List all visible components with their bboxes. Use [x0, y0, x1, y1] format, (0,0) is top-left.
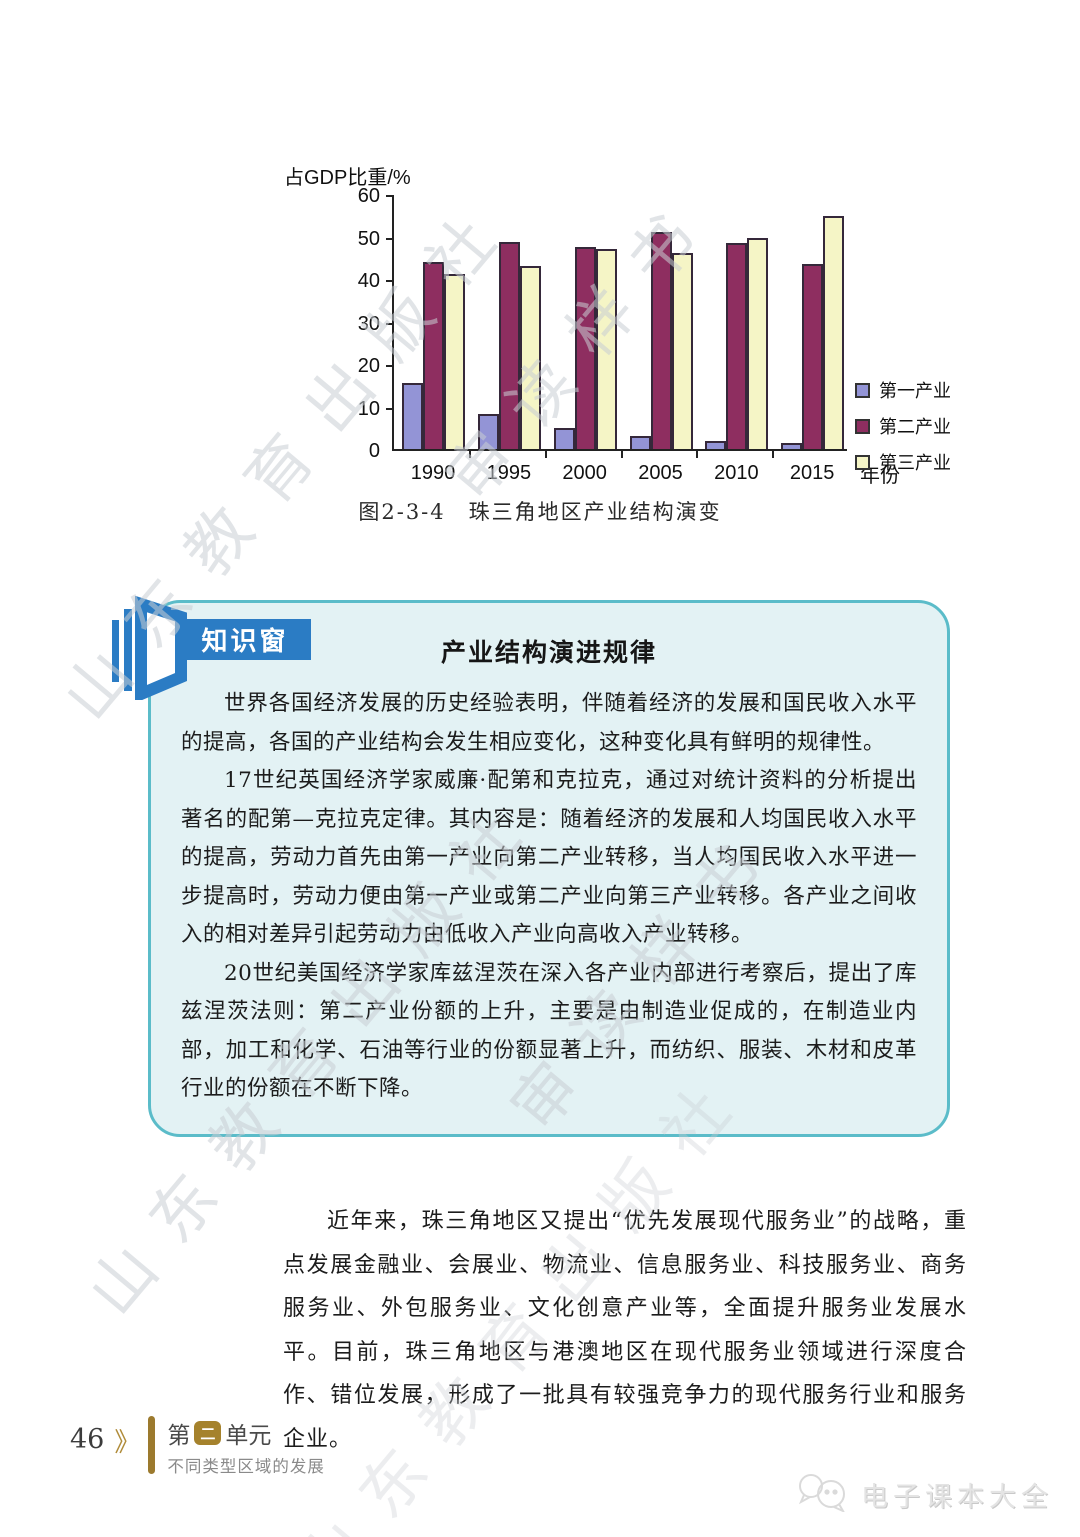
x-axis-tick	[772, 449, 775, 458]
knowledge-window-box: 知识窗 产业结构演进规律 世界各国经济发展的历史经验表明，伴随着经济的发展和国民…	[148, 600, 950, 1137]
x-tick-label: 2010	[714, 462, 759, 484]
bar-第三产业-2015	[823, 215, 845, 449]
y-tick-label: 40	[357, 270, 380, 292]
x-tick-label: 2005	[638, 462, 683, 484]
bar-第一产业-2015	[781, 442, 803, 449]
chevrons-icon: 》	[114, 1427, 140, 1457]
y-axis-tick	[386, 365, 394, 367]
unit-title-block: 第 二 单元 不同类型区域的发展	[167, 1416, 325, 1477]
bar-第二产业-1995	[498, 241, 520, 449]
chart-caption: 图2-3-4 珠三角地区产业结构演变	[358, 500, 722, 524]
x-axis-tick	[696, 449, 699, 458]
bar-第三产业-2005	[671, 252, 693, 449]
y-tick-label: 10	[357, 397, 380, 420]
body-paragraph: 近年来，珠三角地区又提出“优先发展现代服务业”的战略，重点发展金融业、会展业、物…	[283, 1209, 967, 1452]
bar-第三产业-1990	[444, 273, 465, 449]
knowledge-window-badge: 知识窗	[179, 619, 311, 660]
x-tick-label: 1995	[486, 462, 532, 484]
unit-divider-bar	[148, 1416, 156, 1474]
chat-bubbles-icon	[795, 1472, 851, 1517]
bar-第一产业-1990	[402, 383, 423, 449]
x-tick-label: 2015	[789, 462, 835, 484]
x-tick-label: 2000	[562, 462, 607, 484]
legend-item: 第三产业	[855, 449, 951, 475]
knowledge-box-title: 产业结构演进规律	[440, 639, 657, 667]
legend-item: 第一产业	[855, 377, 951, 403]
y-tick-label: 30	[357, 312, 380, 335]
bar-第一产业-2000	[553, 427, 575, 449]
legend-label: 第二产业	[879, 417, 951, 437]
unit-subtitle: 不同类型区域的发展	[167, 1458, 325, 1476]
legend-item: 第二产业	[855, 413, 951, 439]
y-tick-label: 0	[368, 440, 380, 462]
y-axis-tick	[386, 322, 394, 325]
y-tick-label: 50	[357, 227, 380, 250]
unit-suffix: 单元	[225, 1422, 272, 1448]
bar-第二产业-2000	[574, 246, 596, 449]
x-axis-tick	[468, 449, 471, 458]
bar-第三产业-1995	[519, 266, 541, 449]
chart-y-axis-title: 占GDP比重/%	[284, 167, 411, 189]
legend-label: 第三产业	[879, 453, 951, 473]
unit-number-badge: 二	[194, 1421, 222, 1445]
knowledge-paragraph: 17世纪英国经济学家威廉·配第和克拉克，通过对统计资料的分析提出著名的配第—克拉…	[181, 768, 917, 947]
legend-swatch	[855, 454, 870, 470]
legend-swatch	[855, 382, 870, 398]
x-axis-tick	[620, 449, 623, 458]
bar-第二产业-2010	[726, 242, 748, 449]
bar-第一产业-1995	[477, 414, 499, 449]
legend-label: 第一产业	[879, 381, 951, 401]
unit-prefix: 第	[167, 1422, 191, 1448]
y-tick-label: 60	[357, 185, 380, 207]
x-tick-label: 1990	[410, 462, 456, 484]
page-number: 46	[70, 1424, 105, 1455]
brand-watermark-text: 电子课本大全	[861, 1482, 1053, 1513]
knowledge-paragraph: 世界各国经济发展的历史经验表明，伴随着经济的发展和国民收入水平的提高，各国的产业…	[181, 691, 917, 755]
bar-第三产业-2010	[747, 238, 769, 449]
bar-第一产业-2010	[705, 440, 727, 449]
unit-title: 第 二 单元	[167, 1416, 325, 1450]
y-axis-tick	[386, 280, 394, 282]
bar-第一产业-2005	[629, 436, 651, 449]
y-axis-tick	[386, 195, 394, 197]
y-tick-label: 20	[357, 355, 380, 377]
legend-swatch	[855, 418, 870, 434]
x-axis-tick	[544, 449, 547, 458]
bar-第二产业-2015	[802, 263, 824, 449]
bar-第二产业-1990	[423, 262, 444, 449]
bar-第二产业-2005	[650, 232, 672, 449]
chart-plot: 0 10 20 30 40 50 60 1990 1995 2000 2005 2010 2015	[358, 185, 847, 484]
brand-watermark: 电子课本大全	[795, 1472, 1053, 1517]
knowledge-paragraph: 20世纪美国经济学家库兹涅茨在深入各产业内部进行考察后，提出了库兹涅茨法则：第二…	[181, 960, 917, 1102]
open-book-icon	[110, 595, 188, 705]
page-footer: 46 》 第 二 单元 不同类型区域的发展	[70, 1416, 325, 1477]
chart-x-axis-title: 年份	[860, 465, 900, 487]
chart-legend: 第一产业第二产业第三产业	[855, 377, 951, 485]
bar-第三产业-2000	[595, 249, 617, 449]
knowledge-box-body: 世界各国经济发展的历史经验表明，伴随着经济的发展和国民收入水平的提高，各国的产业…	[151, 669, 947, 1109]
y-axis-tick	[386, 407, 394, 410]
y-axis-tick	[386, 237, 394, 240]
